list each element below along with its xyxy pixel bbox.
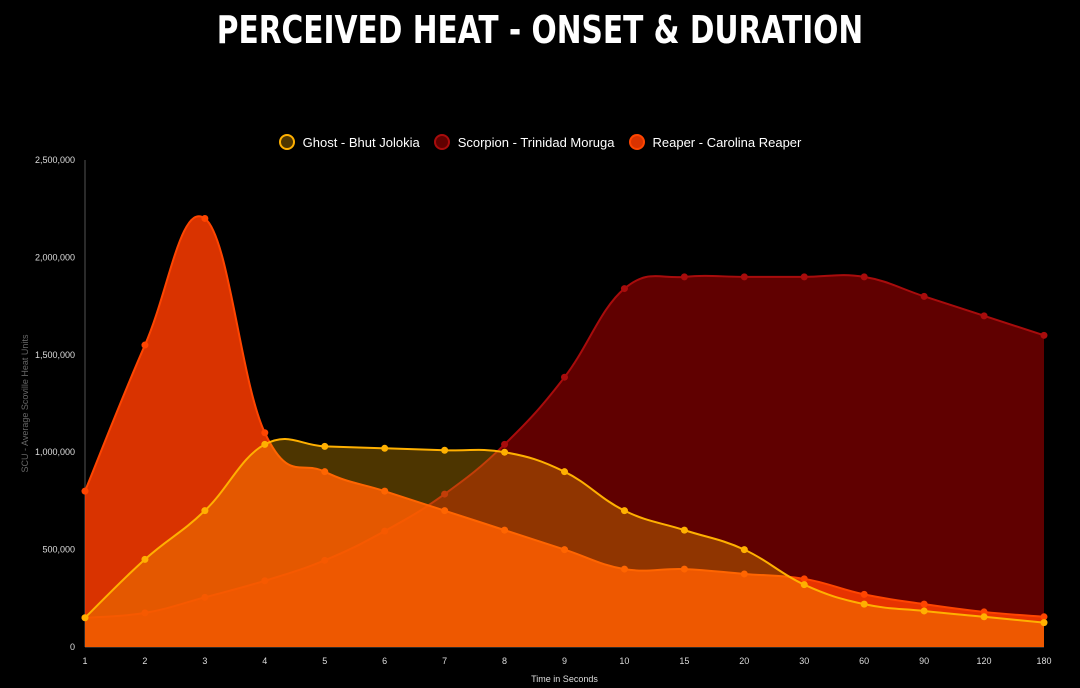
- x-tick-label: 3: [202, 656, 207, 666]
- data-point: [800, 581, 808, 589]
- legend-label: Ghost - Bhut Jolokia: [302, 134, 420, 150]
- y-tick-label: 1,500,000: [35, 350, 75, 360]
- data-point: [800, 575, 808, 583]
- x-tick-label: 6: [382, 656, 387, 666]
- data-point: [740, 273, 748, 281]
- legend-item[interactable]: Ghost - Bhut Jolokia: [278, 134, 420, 150]
- x-tick-label: 10: [619, 656, 629, 666]
- data-point: [860, 273, 868, 281]
- y-tick-label: 500,000: [42, 545, 75, 555]
- data-point: [620, 565, 628, 573]
- x-tick-label: 2: [142, 656, 147, 666]
- x-tick-label: 1: [82, 656, 87, 666]
- x-tick-label: 9: [562, 656, 567, 666]
- data-point: [680, 526, 688, 534]
- data-point: [261, 440, 269, 448]
- data-point: [620, 285, 628, 293]
- legend-label: Reaper - Carolina Reaper: [652, 134, 802, 150]
- x-tick-label: 8: [502, 656, 507, 666]
- x-tick-label: 4: [262, 656, 267, 666]
- data-point: [141, 555, 149, 563]
- x-tick-label: 30: [799, 656, 809, 666]
- y-tick-label: 0: [70, 642, 75, 652]
- data-point: [81, 487, 89, 495]
- data-point: [201, 214, 209, 222]
- data-point: [501, 448, 509, 456]
- data-point: [920, 600, 928, 608]
- data-point: [1040, 331, 1048, 339]
- x-tick-label: 7: [442, 656, 447, 666]
- y-axis-label: SCU - Average Scoville Heat Units: [20, 334, 30, 472]
- data-point: [261, 429, 269, 437]
- data-point: [441, 490, 449, 498]
- series-area: [85, 216, 1044, 647]
- series-area: [85, 439, 1044, 647]
- data-point: [920, 292, 928, 300]
- data-point: [740, 546, 748, 554]
- data-point: [441, 446, 449, 454]
- data-point: [980, 608, 988, 616]
- data-point: [680, 565, 688, 573]
- data-point: [800, 273, 808, 281]
- x-tick-label: 60: [859, 656, 869, 666]
- legend-swatch: [433, 134, 450, 150]
- legend-label: Scorpion - Trinidad Moruga: [457, 134, 615, 150]
- legend-item[interactable]: Scorpion - Trinidad Moruga: [433, 134, 615, 150]
- data-point: [201, 507, 209, 515]
- data-point: [620, 507, 628, 515]
- data-point: [501, 526, 509, 534]
- series-area: [85, 275, 1044, 647]
- legend: Ghost - Bhut Jolokia Scorpion - Trinidad …: [0, 134, 1080, 150]
- data-point: [141, 341, 149, 349]
- x-tick-label: 120: [977, 656, 992, 666]
- x-tick-label: 180: [1036, 656, 1051, 666]
- x-tick-label: 5: [322, 656, 327, 666]
- data-point: [980, 613, 988, 621]
- data-point: [1040, 619, 1048, 627]
- data-point: [860, 600, 868, 608]
- data-point: [81, 614, 89, 622]
- data-point: [1040, 613, 1048, 621]
- chart-title: Perceived Heat - Onset & Duration: [216, 8, 864, 52]
- data-point: [561, 546, 568, 554]
- data-point: [920, 607, 928, 615]
- y-tick-label: 2,000,000: [35, 252, 75, 262]
- x-tick-label: 15: [679, 656, 689, 666]
- data-point: [561, 373, 568, 381]
- data-point: [740, 570, 748, 578]
- data-point: [381, 487, 389, 495]
- y-tick-label: 2,500,000: [35, 155, 75, 165]
- data-point: [860, 590, 868, 598]
- x-axis-label: Time in Seconds: [531, 674, 598, 684]
- data-point: [501, 440, 509, 448]
- legend-item[interactable]: Reaper - Carolina Reaper: [628, 134, 802, 150]
- data-point: [561, 468, 568, 476]
- data-point: [680, 273, 688, 281]
- data-point: [321, 442, 329, 450]
- data-point: [980, 312, 988, 320]
- data-point: [321, 468, 329, 476]
- x-tick-label: 20: [739, 656, 749, 666]
- data-point: [381, 444, 389, 452]
- x-tick-label: 90: [919, 656, 929, 666]
- data-point: [441, 507, 449, 515]
- legend-swatch: [628, 134, 645, 150]
- y-tick-label: 1,000,000: [35, 447, 75, 457]
- series-line: [84, 438, 1045, 624]
- legend-swatch: [278, 134, 295, 150]
